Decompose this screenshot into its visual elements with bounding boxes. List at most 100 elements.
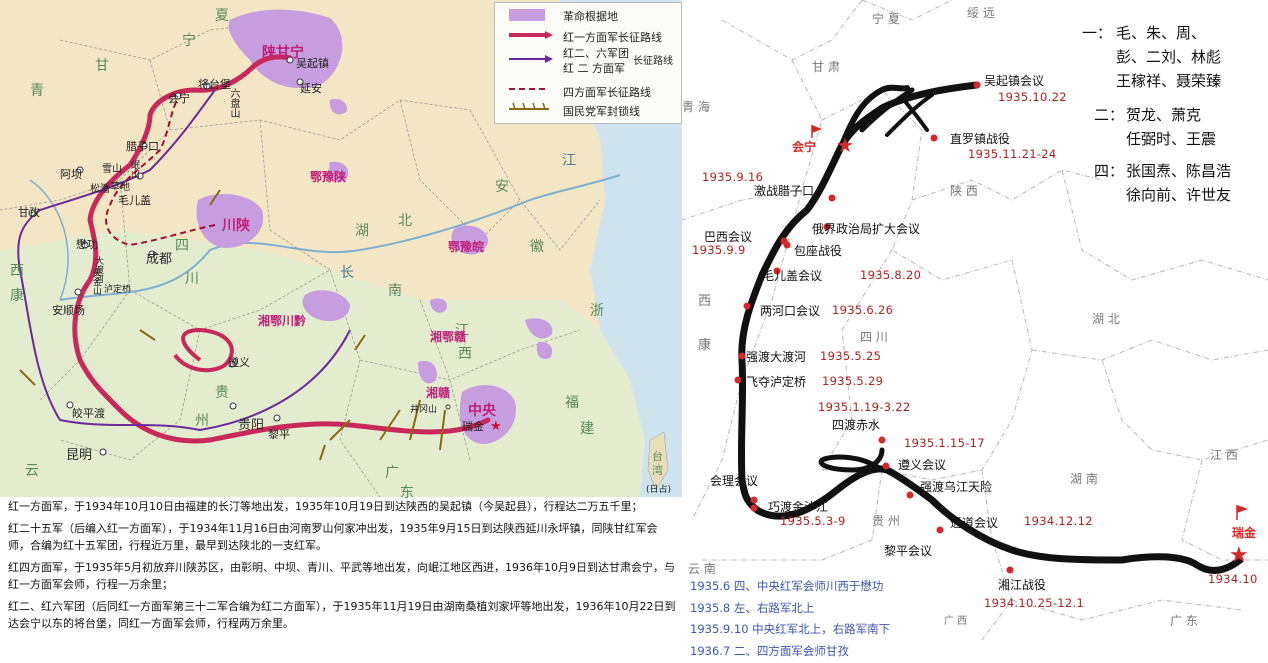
event-label: 通道会议 xyxy=(950,516,999,530)
legend-line: 徐向前、许世友 xyxy=(1126,186,1232,204)
prov-label: 福 xyxy=(565,395,579,411)
place-label: 昆明 xyxy=(66,448,93,463)
base-label: 湘鄂赣 xyxy=(430,330,467,344)
prov-label: 川 xyxy=(185,271,199,287)
legend-line: 王稼祥、聂荣臻 xyxy=(1116,72,1222,90)
prov-label: 贵 州 xyxy=(872,514,900,528)
timeline-note: 1935.9.10 中央红军北上，右路军南下 xyxy=(690,622,891,636)
place-label: 安顺场 xyxy=(52,304,85,317)
event-label: 黎平会议 xyxy=(884,544,933,558)
prov-label: 陕 西 xyxy=(950,184,978,198)
prov-label: 建 xyxy=(580,421,594,437)
legend-tag: 二： xyxy=(1094,106,1125,124)
prov-label: 青 海 xyxy=(682,100,710,114)
place-label: 成都 xyxy=(146,252,173,267)
legend-line: 任弼时、王震 xyxy=(1126,130,1217,148)
prov-label: 夏 xyxy=(215,8,229,24)
long-march-route-map: ★ ★ 宁 夏 绥 远 甘 肃 青 海 陕 西 西 康 四 川 湖 北 湖 南 … xyxy=(682,0,1268,663)
prov-label: 宁 xyxy=(182,33,196,49)
event-date: 1935.5.29 xyxy=(822,374,884,388)
event-label: 湘江战役 xyxy=(998,578,1047,592)
event-date: 1934.10 xyxy=(1208,572,1258,586)
legend-base-label: 革命根据地 xyxy=(563,10,618,23)
base-xiangegan2 xyxy=(525,318,553,339)
place-label: 腊子口 xyxy=(126,140,159,153)
prov-label: 台 xyxy=(652,450,663,463)
base-central xyxy=(459,385,516,444)
prov-label: 四 川 xyxy=(860,330,888,344)
river-label: 江 xyxy=(562,153,576,169)
place-label: 懋功 xyxy=(76,238,98,251)
event-label: 吴起镇会议 xyxy=(984,74,1045,88)
legend-red26-suffix: 长征路线 xyxy=(633,56,673,67)
place-label: 井冈山 xyxy=(410,405,438,415)
prov-label: 云 xyxy=(25,463,39,479)
legend-line: 毛、朱、周、 xyxy=(1116,24,1207,42)
event-date: 1935.6.26 xyxy=(832,303,894,317)
route-hook-1 xyxy=(839,84,910,148)
base-jin xyxy=(329,98,347,115)
prov-label: 四 xyxy=(175,238,189,254)
event-date: 1934.10.25-12.1 xyxy=(984,596,1085,610)
event-label: 俄界政治局扩大会议 xyxy=(812,222,921,236)
prov-label: 甘 肃 xyxy=(812,60,840,74)
place-label: 夹金山 xyxy=(91,268,101,295)
event-date: 1935.11.21-24 xyxy=(968,147,1057,161)
place-label: 黎平 xyxy=(268,428,290,441)
event-label: 会宁 xyxy=(792,140,817,154)
place-label: 泸定桥 xyxy=(104,285,132,295)
prov-label: 江 西 xyxy=(1210,448,1238,462)
event-label: 激战腊子口 xyxy=(754,184,815,198)
base-xianggan xyxy=(418,360,437,384)
svg-text:★: ★ xyxy=(1229,543,1249,568)
red1-route xyxy=(72,54,491,444)
event-label: 四渡赤水 xyxy=(832,418,881,432)
event-date: 1935.9.9 xyxy=(692,243,746,257)
legend-base-swatch xyxy=(509,9,545,21)
prov-label: 南 xyxy=(388,283,402,299)
event-date: 1935.1.15-17 xyxy=(904,436,985,450)
place-label: 大渡河 xyxy=(93,256,103,283)
legend-red1-label: 红一方面军长征路线 xyxy=(563,31,662,44)
place-label: 遵义 xyxy=(228,356,250,369)
event-date: 1935.5.25 xyxy=(820,349,882,363)
long-march-overview-map: ★ 革命根据地 红一方面军长征路线 红二、六军团 红 二 方面军 长征路线 四方… xyxy=(0,0,682,501)
red26-route xyxy=(17,89,351,432)
place-label: 贵阳 xyxy=(238,418,265,433)
base-xiangechuanqian xyxy=(302,290,350,322)
note-red25: 红二十五军（后编入红一方面军），于1934年11月16日由河南罗山何家冲出发，1… xyxy=(8,522,658,552)
event-label: 飞夺泸定桥 xyxy=(746,375,807,389)
base-label: 川陕 xyxy=(222,218,250,234)
base-chuanshan xyxy=(196,194,264,248)
place-label: 松潘 xyxy=(90,184,110,195)
event-label: 巧渡金沙江 xyxy=(768,500,829,514)
event-date: 1934.12.12 xyxy=(1024,514,1093,528)
ruijin-flag-icon: ★ xyxy=(1229,505,1249,568)
legend-line: 贺龙、萧克 xyxy=(1126,106,1202,124)
legend-tag: 四： xyxy=(1094,162,1125,180)
timeline-note: 1936.7 二、四方面军会师甘孜 xyxy=(690,644,849,658)
prov-label: 甘 xyxy=(95,58,109,74)
base-eyuwan xyxy=(451,225,488,255)
timeline-note: 1935.6 四、中央红军会师川西于懋功 xyxy=(690,579,884,593)
prov-label: 徽 xyxy=(530,239,544,255)
svg-text:★: ★ xyxy=(490,419,502,434)
place-label: 吴起镇 xyxy=(296,57,329,70)
event-label: 遵义会议 xyxy=(898,458,947,472)
place-label: 皎平渡 xyxy=(72,407,105,420)
base-extra xyxy=(536,341,553,360)
prov-label: 青 xyxy=(30,83,44,99)
prov-label: 西 xyxy=(10,263,24,279)
prov-label: 宁 夏 xyxy=(872,12,900,26)
prov-label: 绥 远 xyxy=(967,6,995,20)
event-label: 强渡大渡河 xyxy=(746,350,807,364)
event-date: 1935.5.3-9 xyxy=(780,514,846,528)
place-label: 草地 xyxy=(110,182,130,193)
route-notes: 红一方面军，于1934年10月10日由福建的长汀等地出发，1935年10月19日… xyxy=(8,498,678,637)
prov-label: 北 xyxy=(398,213,412,229)
legend-red4-label: 四方面军长征路线 xyxy=(563,86,651,99)
base-label: 鄂豫陕 xyxy=(310,170,347,184)
prov-label: 安 xyxy=(495,179,509,195)
prov-label: 湖 北 xyxy=(1092,312,1120,326)
legend-line-swatches xyxy=(509,31,553,110)
